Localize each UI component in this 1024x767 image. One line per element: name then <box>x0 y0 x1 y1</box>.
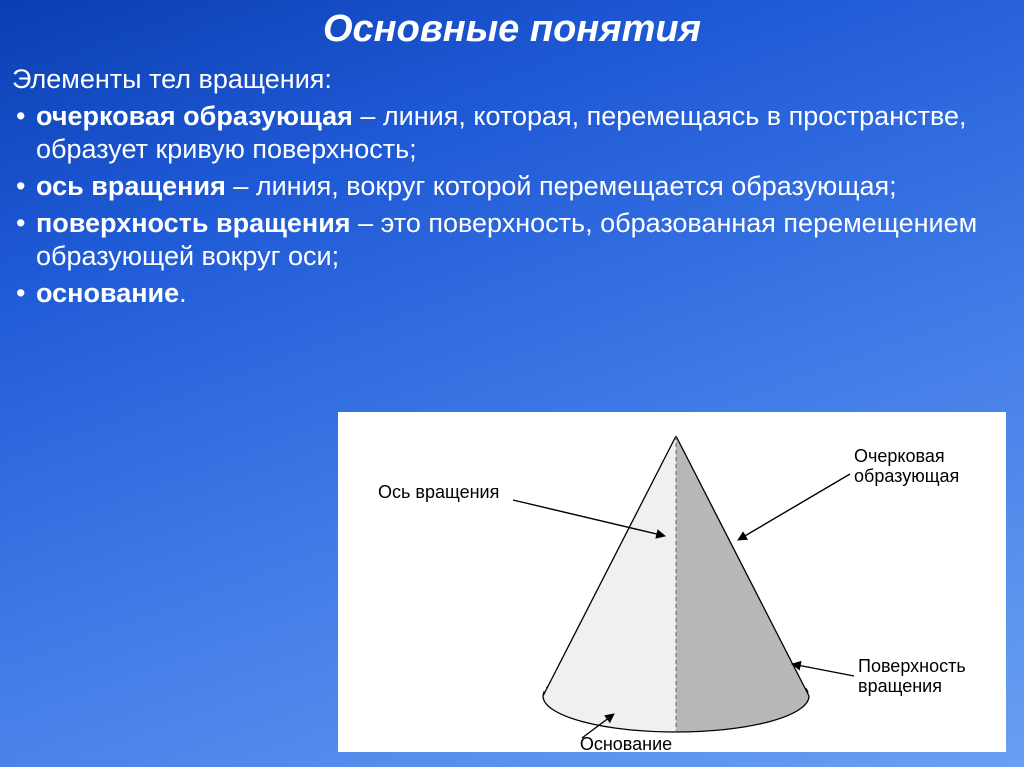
bullet-icon: • <box>12 207 36 240</box>
cone-svg: Ось вращения Очерковаяобразующая Поверхнос… <box>338 412 1006 752</box>
term: очерковая образующая <box>36 101 353 131</box>
svg-text:вращения: вращения <box>858 676 942 696</box>
bullet-icon: • <box>12 100 36 133</box>
svg-text:Очерковая: Очерковая <box>854 446 945 466</box>
list-item-body: поверхность вращения – это поверхность, … <box>36 207 1012 273</box>
cone-diagram: Ось вращения Очерковаяобразующая Поверхнос… <box>338 412 1006 752</box>
bullet-icon: • <box>12 170 36 203</box>
svg-text:Ось вращения: Ось вращения <box>378 482 499 502</box>
term: поверхность вращения <box>36 208 351 238</box>
svg-text:Поверхность: Поверхность <box>858 656 966 676</box>
page-title: Основные понятия <box>0 0 1024 51</box>
list-item: • очерковая образующая – линия, которая,… <box>12 100 1012 166</box>
svg-text:образующая: образующая <box>854 466 959 486</box>
list-item: • поверхность вращения – это поверхность… <box>12 207 1012 273</box>
bullet-icon: • <box>12 277 36 310</box>
list-item-body: основание. <box>36 277 1012 310</box>
list-item: • основание. <box>12 277 1012 310</box>
list-item: • ось вращения – линия, вокруг которой п… <box>12 170 1012 203</box>
definition: – линия, вокруг которой перемещается обр… <box>226 171 897 201</box>
content-block: Элементы тел вращения: • очерковая образ… <box>0 51 1024 310</box>
lead-text: Элементы тел вращения: <box>12 63 1012 96</box>
term: ось вращения <box>36 171 226 201</box>
list-item-body: ось вращения – линия, вокруг которой пер… <box>36 170 1012 203</box>
definition: . <box>179 278 187 308</box>
list-item-body: очерковая образующая – линия, которая, п… <box>36 100 1012 166</box>
definitions-list: • очерковая образующая – линия, которая,… <box>12 100 1012 310</box>
svg-text:Основание: Основание <box>580 734 672 752</box>
term: основание <box>36 278 179 308</box>
